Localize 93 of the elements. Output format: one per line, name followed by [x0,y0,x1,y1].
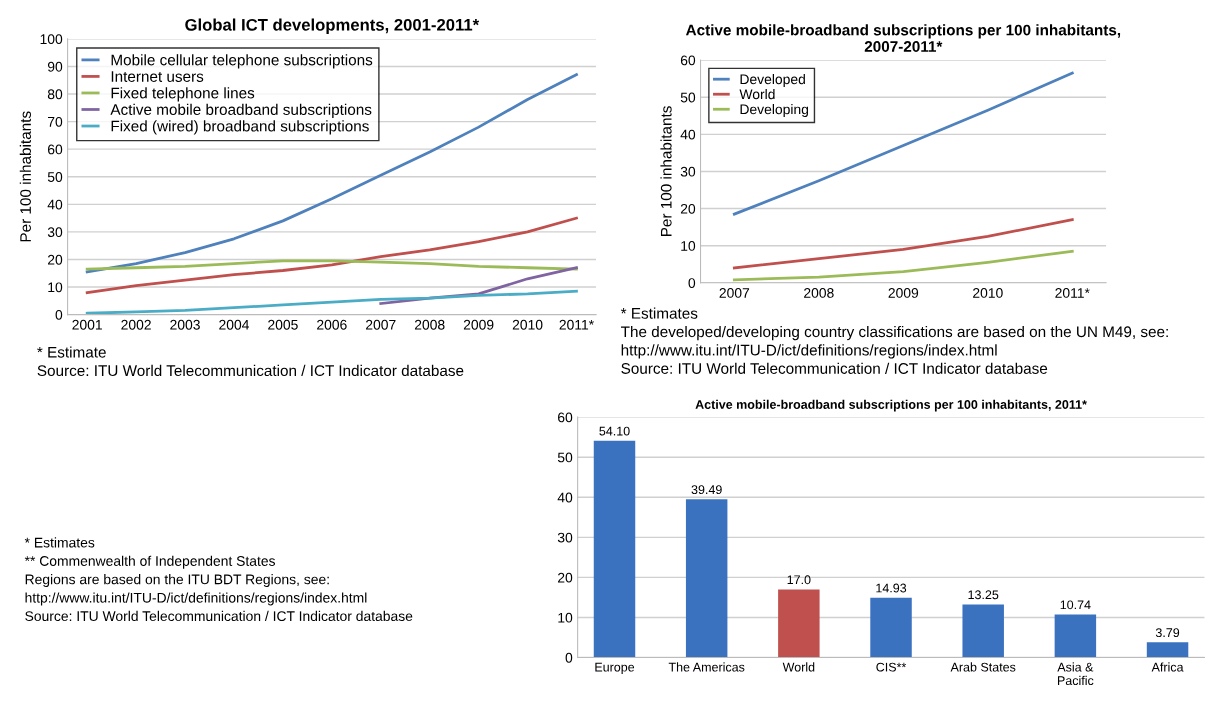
x-tick-label: 2006 [317,319,347,330]
x-tick-label: 2008 [414,319,445,330]
x-tick-label: 2001 [72,319,102,330]
y-tick-label: 80 [47,89,63,100]
y-tick-label: 0 [565,652,573,663]
y-tick-label: 60 [680,55,696,66]
y-tick-label: 40 [680,129,696,140]
legend-label: World [739,89,775,100]
line-series [732,218,1074,270]
x-tick-label: 2011* [1055,288,1090,298]
line-series [732,249,1074,282]
x-tick-label: 2011* [559,319,594,330]
bar [593,440,636,658]
data-label: 3.79 [1155,628,1180,638]
x-tick-label: 2009 [463,319,494,330]
text: ** Commenwealth of Independent States [24,555,276,569]
text: Regions are based on the ITU BDT Regions, see: [25,574,329,588]
legend-label: Active mobile broadband subscriptions [110,103,372,118]
y-tick-label: 30 [680,166,696,177]
y-tick-label: 0 [55,309,63,320]
text: The developed/developing country classifications are based on the UN M49, see: [620,325,1168,341]
text: http://www.itu.int/ITU-D/ict/definitions/regions/index.html [621,344,997,359]
legend-label: Fixed (wired) broadband subscriptions [111,120,369,135]
y-tick-label: 40 [47,199,63,210]
y-tick-label: 50 [557,452,573,463]
legend-label: Mobile cellular telephone subscriptions [111,54,373,69]
text: * Estimate [37,346,106,358]
y-tick-label: 10 [48,282,63,293]
line-series [85,289,578,315]
x-tick-label: The Americas [668,662,745,672]
x-tick-label: 2008 [804,288,834,298]
data-label: 10.74 [1060,600,1091,610]
x-tick-label: Europe [595,662,635,675]
x-tick-label: 2002 [121,319,151,330]
chart-title: Active mobile-broadband subscriptions per 100 inhabitants, 2007-2011* [685,24,1121,52]
x-tick-label: 2004 [219,319,250,330]
y-tick-label: 60 [47,144,63,155]
line-series [85,259,578,271]
data-label: 17.0 [787,575,811,585]
text: * Estimates [620,307,698,319]
x-tick-label: World [782,662,815,672]
y-axis-title: Per 100 inhabitants [660,106,672,237]
x-tick-label: 2007 [366,319,396,330]
x-tick-label: 2010 [512,319,543,330]
y-tick-label: 100 [40,34,63,45]
y-tick-label: 50 [680,92,696,103]
chart-title: Global ICT developments, 2001-2011* [185,18,480,35]
y-tick-label: 70 [48,116,63,127]
y-tick-label: 90 [47,61,63,72]
y-tick-label: 30 [47,227,63,238]
y-tick-label: 20 [558,572,573,583]
source-note: Source: ITU World Telecommunication / ICT Indicator database [621,362,1048,374]
bar [778,589,820,658]
x-tick-label: 2009 [888,288,919,298]
data-label: 13.25 [968,590,999,600]
x-tick-label: Africa [1151,662,1184,672]
line-series [85,73,578,274]
source-note: Source: ITU World Telecommunication / ICT Indicator database [37,364,464,377]
bar [1146,642,1189,658]
y-tick-label: 10 [681,241,696,251]
text: * Estimates [24,537,95,548]
x-tick-label: Asia & Pacific [1057,662,1094,686]
line-series [732,71,1074,216]
y-tick-label: 30 [557,532,573,543]
y-tick-label: 20 [680,203,696,214]
bar [870,597,912,658]
chart-title: Active mobile-broadband subscriptions per 100 inhabitants, 2011* [695,399,1087,412]
bar [685,499,728,658]
bar [1054,614,1097,658]
legend-label: Developed [740,73,805,87]
x-tick-label: Arab States [950,662,1016,672]
line-series [85,216,578,294]
y-tick-label: 60 [558,412,573,423]
data-label: 14.93 [876,583,907,593]
y-tick-label: 40 [557,492,573,503]
x-tick-label: 2005 [268,319,298,330]
legend-label: Developing [740,104,809,117]
x-tick-label: CIS** [876,662,907,672]
y-axis-title: Per 100 inhabitants [19,111,31,242]
legend-label: Internet users [111,71,204,82]
data-label: 39.49 [691,485,722,495]
legend-label: Fixed telephone lines [111,87,255,102]
y-tick-label: 50 [47,172,63,182]
x-tick-label: 2010 [973,288,1003,298]
data-label: 54.10 [599,426,630,436]
source-note: Source: ITU World Telecommunication / ICT Indicator database [25,610,413,622]
text: http://www.itu.int/ITU-D/ict/definitions/regions/index.html [25,592,367,606]
x-tick-label: 2003 [170,319,200,330]
y-tick-label: 10 [558,612,573,623]
y-tick-label: 20 [47,254,63,265]
bar [962,604,1004,658]
x-tick-label: 2007 [719,288,750,298]
y-tick-label: 0 [688,278,696,288]
